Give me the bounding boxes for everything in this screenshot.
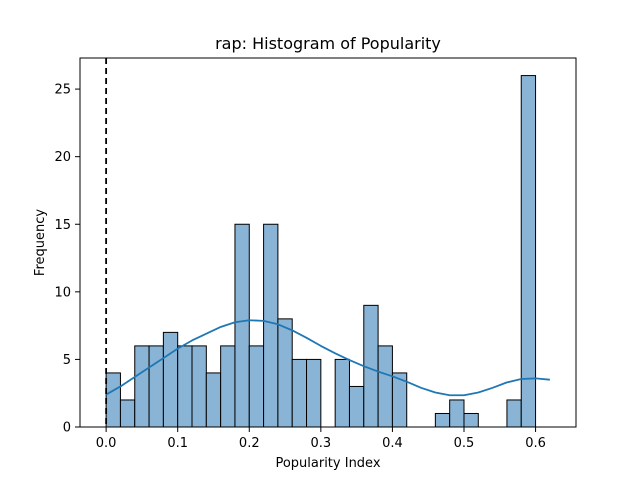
histogram-bar xyxy=(434,412,451,428)
histogram-bar xyxy=(506,399,522,428)
y-tick-label: 15 xyxy=(54,218,71,233)
histogram-bar xyxy=(234,223,250,428)
histogram-bar xyxy=(449,399,465,428)
kde-line xyxy=(105,319,550,397)
y-tick-label: 25 xyxy=(54,83,71,98)
histogram-bar xyxy=(463,412,479,428)
kde-group xyxy=(105,319,550,397)
histogram-bar xyxy=(277,318,293,428)
y-axis-label: Frequency xyxy=(33,209,48,276)
y-tick-label: 0 xyxy=(63,421,71,436)
histogram-bar xyxy=(348,385,365,428)
plot-frame xyxy=(79,57,577,428)
x-tick-label: 0.6 xyxy=(525,436,546,451)
histogram-bar xyxy=(105,372,121,428)
histogram-bar xyxy=(520,75,537,428)
y-tick-label: 5 xyxy=(63,353,71,368)
y-ticks-group: 0 5 10 15 20 25 xyxy=(54,83,80,436)
histogram-bar xyxy=(205,372,222,428)
x-axis-label: Popularity Index xyxy=(275,456,380,471)
histogram-bar xyxy=(191,345,207,428)
histogram-bar xyxy=(291,358,308,428)
histogram-bar xyxy=(377,345,393,428)
histogram-bar xyxy=(134,345,150,428)
histogram-bar xyxy=(334,358,350,428)
x-tick-label: 0.0 xyxy=(96,436,117,451)
histogram-bar xyxy=(119,399,136,428)
histogram-bar xyxy=(162,331,179,428)
x-tick-label: 0.5 xyxy=(454,436,475,451)
x-tick-label: 0.2 xyxy=(239,436,260,451)
y-tick-label: 10 xyxy=(54,285,71,300)
x-tick-label: 0.3 xyxy=(310,436,331,451)
histogram-bar xyxy=(220,345,236,428)
histogram-bar xyxy=(263,223,279,428)
histogram-bar xyxy=(148,345,164,428)
x-ticks-group: 0.0 0.1 0.2 0.3 0.4 0.5 0.6 xyxy=(96,427,546,451)
histogram-bar xyxy=(306,358,322,428)
y-tick-label: 20 xyxy=(54,150,71,165)
chart-title: rap: Histogram of Popularity xyxy=(215,34,441,53)
histogram-bar xyxy=(177,345,193,428)
histogram-bar xyxy=(248,345,265,428)
x-tick-label: 0.1 xyxy=(167,436,188,451)
x-tick-label: 0.4 xyxy=(382,436,403,451)
